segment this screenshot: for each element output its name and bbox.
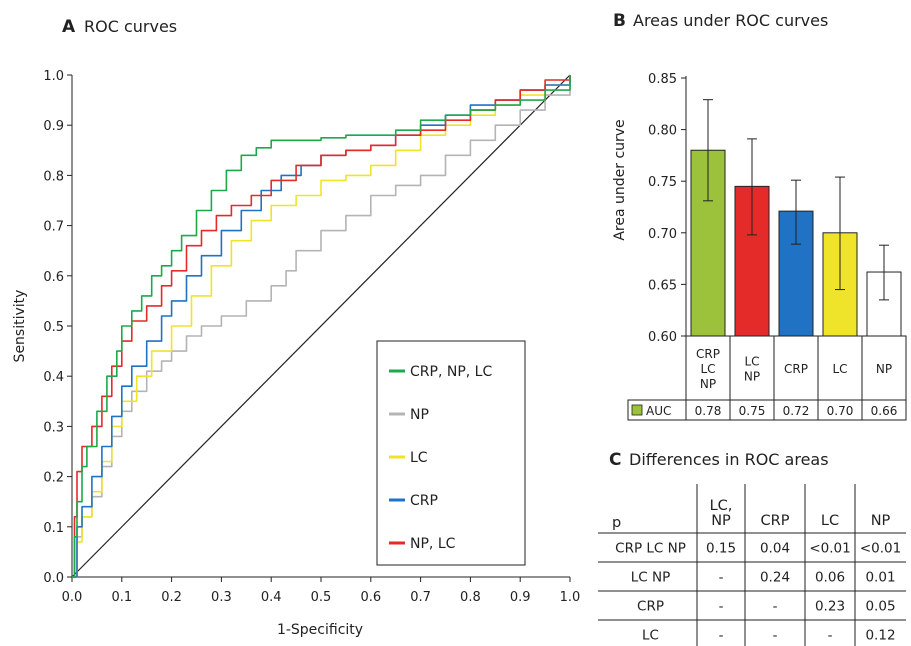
roc-legend-label: CRP [410, 493, 438, 509]
roc-x-tick-label: 0.9 [510, 590, 531, 605]
diff-cell-value: 0.04 [760, 541, 790, 557]
roc-legend: CRP, NP, LC NP LC CRP NP, LC [376, 340, 526, 566]
roc-x-tick-label: 1.0 [560, 590, 581, 605]
auc-y-tick-label: 0.65 [648, 278, 677, 293]
roc-y-tick-label: 0.1 [43, 521, 64, 536]
diff-row-label: LC NP [631, 570, 670, 586]
roc-x-tick-label: 0.2 [161, 590, 182, 605]
auc-category-label: CRP [784, 362, 808, 376]
diff-cell-value: 0.15 [706, 541, 736, 557]
auc-y-tick-label: 0.80 [648, 124, 677, 139]
roc-line-np-lc [72, 75, 571, 578]
roc-line-lc [72, 75, 571, 578]
diff-cell-value: - [719, 599, 724, 615]
roc-y-tick-label: 0.9 [43, 119, 64, 134]
diff-cell-value: - [773, 628, 778, 644]
roc-axes: 0.0 0.1 0.2 0.3 0.4 0.5 0.6 0.7 0.8 0.9 1.0 0.0 0.1 0… [43, 69, 580, 605]
diff-cell-value: 0.06 [815, 570, 845, 586]
roc-y-tick-label: 0.5 [43, 320, 64, 335]
roc-legend-label: LC [410, 450, 428, 466]
roc-x-tick-label: 0.5 [311, 590, 332, 605]
panel-c-letter: C [609, 450, 621, 470]
roc-y-tick-label: 0.4 [43, 370, 64, 385]
diff-column-header: NP [711, 513, 731, 529]
diff-corner-label: p [612, 515, 621, 531]
panel-b-title: Areas under ROC curves [633, 11, 828, 30]
roc-x-tick-label: 0.7 [410, 590, 431, 605]
auc-y-axis-title: Area under curve [612, 119, 628, 240]
diff-column-header: LC, [710, 498, 733, 514]
roc-x-tick-label: 0.4 [261, 590, 282, 605]
diff-column-header: LC [821, 513, 839, 529]
diff-column-header: NP [871, 513, 891, 529]
auc-category-label: NP [876, 362, 892, 376]
diff-column-header: CRP [761, 513, 790, 529]
diff-row-label: CRP LC NP [615, 541, 686, 557]
roc-y-tick-label: 0.0 [43, 571, 64, 586]
roc-y-tick-label: 0.7 [43, 220, 64, 235]
diff-cell-value: 0.01 [865, 570, 895, 586]
diff-cell-value: <0.01 [809, 541, 850, 557]
panel-c: C Differences in ROC areas pLC,NP CRP LC NP… [598, 450, 906, 646]
roc-legend-label: NP [410, 407, 429, 423]
diff-cell-value: - [773, 599, 778, 615]
roc-line-crp-np-lc [72, 75, 571, 578]
panel-a: A ROC curves 0.0 0.1 0.2 0.3 0.4 0.5 0.6 0.7 0.8… [12, 17, 580, 638]
auc-category-label: CRP [696, 347, 720, 361]
auc-value-row [627, 399, 907, 421]
roc-x-tick-label: 0.1 [111, 590, 132, 605]
diff-cell-value: - [828, 628, 833, 644]
auc-category-label: NP [700, 377, 716, 391]
auc-y-tick-label: 0.85 [648, 72, 677, 87]
auc-category-label: LC [832, 362, 847, 376]
roc-x-tick-label: 0.8 [460, 590, 481, 605]
panel-b: B Areas under ROC curves Area under curv… [612, 11, 907, 421]
auc-value-label: 0.70 [827, 404, 854, 418]
roc-legend-box [376, 340, 526, 566]
auc-y-tick-label: 0.70 [648, 227, 677, 242]
panel-a-letter: A [62, 17, 76, 37]
roc-y-tick-label: 0.2 [43, 471, 64, 486]
auc-value-label: 0.66 [871, 404, 898, 418]
panel-a-title: ROC curves [84, 17, 177, 36]
auc-value-label: 0.78 [695, 404, 722, 418]
auc-y-tick-label: 0.75 [648, 175, 677, 190]
auc-category-label: LC [744, 355, 759, 369]
roc-y-axis-title: Sensitivity [12, 290, 28, 363]
roc-y-tick-label: 0.8 [43, 169, 64, 184]
roc-y-tick-label: 1.0 [43, 69, 64, 84]
roc-reference-line [71, 74, 571, 578]
auc-y-tick-label: 0.60 [648, 330, 677, 345]
diff-cell-value: <0.01 [860, 541, 901, 557]
diff-cell-value: 0.23 [815, 599, 845, 615]
roc-x-tick-label: 0.3 [211, 590, 232, 605]
auc-category-label: LC [700, 362, 715, 376]
roc-curves [71, 74, 571, 578]
roc-legend-label: CRP, NP, LC [410, 364, 492, 380]
roc-y-tick-label: 0.3 [43, 420, 64, 435]
auc-value-label: 0.72 [783, 404, 810, 418]
roc-y-tick-label: 0.6 [43, 270, 64, 285]
diff-row-label: LC [642, 628, 659, 644]
panel-b-letter: B [613, 11, 626, 31]
auc-category-label: NP [744, 370, 760, 384]
diff-cell-value: 0.24 [760, 570, 790, 586]
auc-table-label: AUC [646, 404, 671, 418]
panel-c-title: Differences in ROC areas [629, 450, 829, 469]
auc-legend-swatch [631, 404, 643, 416]
roc-x-axis-title: 1-Specificity [277, 622, 363, 638]
diff-row-label: CRP [637, 599, 664, 615]
roc-x-tick-label: 0.6 [360, 590, 381, 605]
auc-value-label: 0.75 [739, 404, 766, 418]
roc-x-tick-label: 0.0 [62, 590, 83, 605]
diff-cell-value: 0.05 [865, 599, 895, 615]
diff-cell-value: 0.12 [865, 628, 895, 644]
diff-cell-value: - [719, 628, 724, 644]
roc-legend-label: NP, LC [410, 536, 456, 552]
diff-cell-value: - [719, 570, 724, 586]
